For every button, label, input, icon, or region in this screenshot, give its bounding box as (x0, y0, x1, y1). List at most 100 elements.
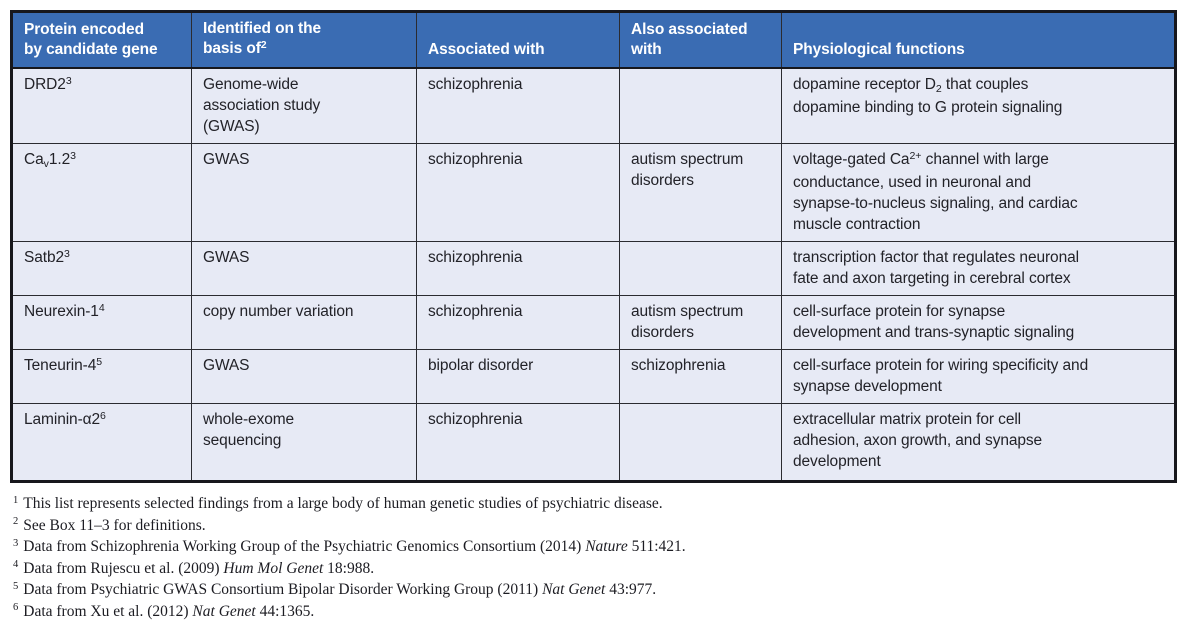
text: schizophrenia (428, 411, 523, 428)
cell-drd2-basis: Genome-wide association study (GWAS) (191, 67, 417, 144)
column-header-also-associated: Also associated with (619, 11, 782, 69)
text: transcription factor that regulates neur… (793, 249, 1079, 266)
text-i: Hum Mol Genet (223, 559, 324, 577)
text: development and trans-synaptic signaling (793, 324, 1075, 341)
text: Data from Schizophrenia Working Group of… (23, 538, 586, 555)
table-header-row: Protein encoded by candidate gene Identifi… (11, 11, 1176, 69)
cell-cav12-also-associated: autism spectrum disorders (619, 143, 782, 242)
text: Data from Psychiatric GWAS Consortium Bi… (23, 581, 543, 598)
text-sup: 3 (64, 247, 70, 260)
cell-satb2-also-associated (619, 241, 782, 296)
cell-teneurin4-associated: bipolar disorder (416, 349, 620, 404)
cell-teneurin4-basis: GWAS (191, 349, 417, 404)
text: 18:988. (323, 559, 375, 577)
text: Ca (24, 151, 44, 168)
text: Identified on the (203, 20, 321, 37)
cell-neurexin1-functions: cell-surface protein for synapse developm… (781, 295, 1176, 350)
text: with (631, 41, 662, 58)
text-sup: 3 (70, 149, 76, 162)
cell-teneurin4-functions: cell-surface protein for wiring specific… (781, 349, 1176, 404)
text: Laminin-α2 (24, 411, 101, 428)
text: that couples (941, 76, 1029, 93)
footnote-marker: 1 (13, 494, 19, 506)
cell-neurexin1-basis: copy number variation (191, 295, 417, 350)
text: schizophrenia (428, 76, 523, 93)
text: conductance, used in neuronal and (793, 174, 1031, 191)
text: See Box 11–3 for definitions. (23, 516, 206, 534)
text: dopamine binding to G protein signaling (793, 99, 1063, 116)
cell-drd2-protein: DRD23 (11, 67, 192, 144)
cell-satb2-functions: transcription factor that regulates neur… (781, 241, 1176, 296)
text: Associated with (428, 41, 545, 58)
text-sup: 5 (96, 355, 103, 368)
text-sup: 2+ (909, 149, 922, 162)
text: development (793, 453, 881, 470)
table-row-satb2: Satb23 GWAS schizophrenia transcription fac… (11, 241, 1176, 296)
cell-cav12-basis: GWAS (191, 143, 417, 242)
text-sup: 6 (100, 409, 106, 422)
text: synapse-to-nucleus signaling, and cardia… (793, 195, 1078, 212)
cell-laminin-a2-also-associated (619, 403, 782, 482)
text: by candidate gene (24, 41, 158, 58)
table-row-laminin-a2: Laminin-α26 whole-exome sequencing schizoph… (11, 403, 1176, 482)
table-row-drd2: DRD23 Genome-wide association study (GWAS) s… (11, 67, 1176, 144)
text: cell-surface protein for synapse (793, 303, 1006, 320)
text: 43:977. (605, 581, 657, 598)
cell-drd2-also-associated (619, 67, 782, 144)
text: channel with large (921, 151, 1049, 168)
text: synapse development (793, 378, 942, 395)
footnote-5: 5 Data from Psychiatric GWAS Consortium B… (13, 580, 1174, 602)
text: Genome-wide (203, 76, 299, 93)
column-header-basis: Identified on the basis of2 (191, 11, 417, 69)
footnote-4: 4 Data from Rujescu et al. (2009) Hum Mol… (13, 559, 1174, 581)
text-i: Nature (585, 538, 628, 555)
text: schizophrenia (428, 249, 523, 266)
cell-teneurin4-also-associated: schizophrenia (619, 349, 782, 404)
text: bipolar disorder (428, 357, 534, 374)
cell-satb2-associated: schizophrenia (416, 241, 620, 296)
footnote-6: 6 Data from Xu et al. (2012) Nat Genet 44… (13, 602, 1174, 624)
text: GWAS (203, 249, 250, 266)
text: Satb2 (24, 249, 65, 266)
text-sub: v (43, 158, 49, 171)
text: Data from Rujescu et al. (2009) (23, 559, 224, 577)
cell-drd2-functions: dopamine receptor D2 that couples dopamin… (781, 67, 1176, 144)
text: schizophrenia (428, 151, 523, 168)
text: muscle contraction (793, 216, 921, 233)
column-header-protein: Protein encoded by candidate gene (11, 11, 192, 69)
text: This list represents selected findings f… (23, 495, 663, 512)
cell-laminin-a2-associated: schizophrenia (416, 403, 620, 482)
cell-laminin-a2-functions: extracellular matrix protein for cell adh… (781, 403, 1176, 482)
text: Protein encoded (24, 21, 144, 38)
text: voltage-gated Ca (793, 151, 910, 168)
footnote-marker: 4 (13, 559, 19, 571)
footnote-marker: 5 (13, 580, 19, 592)
table-row-teneurin4: Teneurin-45 GWAS bipolar disorder schizophr… (11, 349, 1176, 404)
footnote-3: 3 Data from Schizophrenia Working Group o… (13, 537, 1174, 559)
text: extracellular matrix protein for cell (793, 411, 1022, 428)
text: Data from Xu et al. (2012) (23, 602, 193, 620)
cell-drd2-associated: schizophrenia (416, 67, 620, 144)
text: autism spectrum (631, 151, 744, 168)
text-sup: 2 (260, 38, 267, 51)
text: copy number variation (203, 303, 354, 320)
cell-satb2-basis: GWAS (191, 241, 417, 296)
text: sequencing (203, 432, 282, 449)
text: (GWAS) (203, 118, 260, 135)
text: disorders (631, 324, 694, 341)
column-header-associated: Associated with (416, 11, 620, 69)
text: schizophrenia (631, 357, 726, 374)
candidate-gene-table: Protein encoded by candidate gene Identifi… (10, 10, 1177, 483)
text: whole-exome (203, 411, 295, 428)
cell-neurexin1-protein: Neurexin-14 (11, 295, 192, 350)
cell-neurexin1-associated: schizophrenia (416, 295, 620, 350)
text: association study (203, 97, 321, 114)
footnote-2: 2 See Box 11–3 for definitions. (13, 516, 1174, 538)
text: cell-surface protein for wiring specific… (793, 357, 1089, 374)
cell-cav12-functions: voltage-gated Ca2+ channel with large con… (781, 143, 1176, 242)
footnote-marker: 2 (13, 516, 19, 528)
text-sup: 4 (98, 301, 105, 314)
footnote-1: 1 This list represents selected findings … (13, 494, 1174, 516)
text: 1.2 (48, 151, 71, 168)
